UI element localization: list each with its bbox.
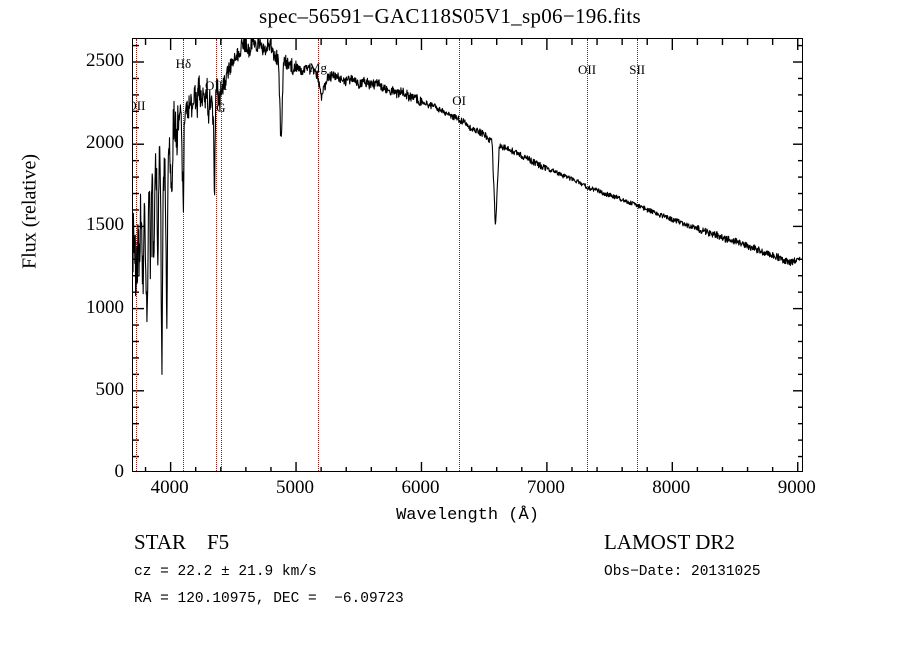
- spectral-line-label: SII: [629, 61, 646, 77]
- plot-frame: OII Hδ OIII G Mg OI OII SII: [132, 38, 803, 472]
- x-tick-label: 8000: [652, 477, 691, 498]
- y-tick-label: 2500: [86, 50, 124, 71]
- observation-date: Obs−Date: 20131025: [604, 564, 761, 580]
- spectrum-trace: [133, 39, 802, 471]
- footer-left-column: STAR F5 cz = 22.2 ± 21.9 km/s RA = 120.1…: [134, 530, 404, 618]
- object-type: STAR F5: [134, 530, 230, 554]
- y-tick-label: 1500: [86, 214, 124, 236]
- spectral-line-label: OIII: [204, 78, 228, 94]
- spectral-line-label: OI: [452, 93, 466, 109]
- plot-area: OII Hδ OIII G Mg OI OII SII: [133, 39, 802, 471]
- x-tick-label: 7000: [526, 477, 565, 498]
- spectral-line-marker: [220, 39, 222, 471]
- footer-right-column: LAMOST DR2 Obs−Date: 20131025: [604, 530, 761, 591]
- spectral-line-marker: [587, 39, 589, 471]
- survey-name: LAMOST DR2: [604, 530, 735, 554]
- y-tick-label: 500: [95, 378, 125, 400]
- spectral-line-marker: [216, 39, 218, 471]
- x-tick-label: 9000: [777, 477, 816, 498]
- x-axis-tick-labels: 4000 5000 6000 7000 8000 9000: [132, 477, 816, 503]
- y-axis-tick-labels: 0 500 1000 1500 2000 2500: [40, 38, 125, 482]
- spectral-line-label: G: [216, 99, 226, 115]
- x-tick-label: 5000: [276, 477, 315, 498]
- spectral-line-label: Hδ: [175, 56, 192, 72]
- spectral-line-label: Mg: [308, 59, 328, 75]
- y-axis-label: Flux (relative): [18, 154, 41, 269]
- redshift-velocity: cz = 22.2 ± 21.9 km/s: [134, 564, 317, 580]
- footer: STAR F5 cz = 22.2 ± 21.9 km/s RA = 120.1…: [0, 530, 900, 650]
- y-tick-label: 0: [114, 461, 125, 482]
- x-tick-label: 4000: [150, 477, 189, 498]
- y-tick-label: 2000: [86, 132, 124, 154]
- spectral-line-marker: [317, 39, 319, 471]
- spectral-line-marker: [459, 39, 461, 471]
- spectral-line-label: OII: [133, 97, 146, 113]
- spectral-line-label: OII: [577, 61, 597, 77]
- page-title: spec‒56591−GAC118S05V1_sp06−196.fits: [259, 4, 641, 28]
- y-tick-label: 1000: [86, 296, 124, 318]
- x-tick-label: 6000: [401, 477, 440, 498]
- spectral-line-marker: [637, 39, 639, 471]
- x-axis-label: Wavelength (Å): [396, 506, 539, 525]
- spectral-line-marker: [183, 39, 185, 471]
- coordinates: RA = 120.10975, DEC = −6.09723: [134, 591, 404, 607]
